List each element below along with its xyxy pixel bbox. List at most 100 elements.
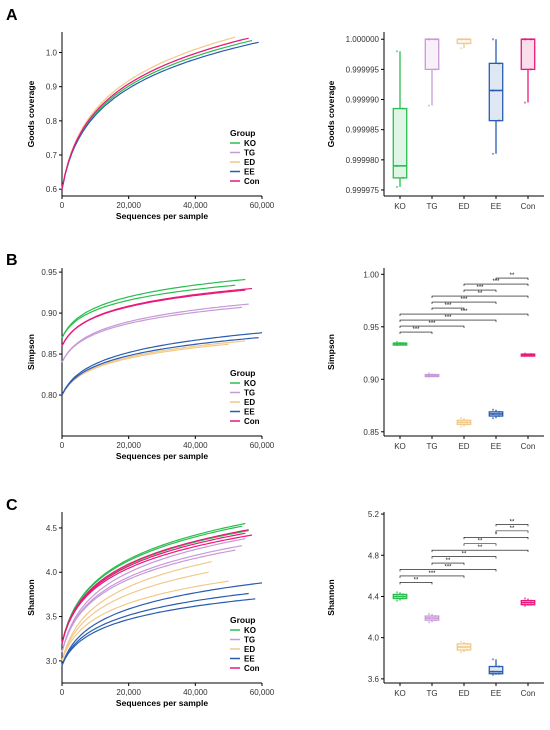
y-tick-label: 1.00 <box>363 270 379 279</box>
legend-label: EE <box>244 655 255 664</box>
significance-bracket <box>399 569 497 572</box>
jitter-point <box>395 591 399 594</box>
jitter-point <box>523 101 527 104</box>
x-tick-label: EE <box>491 202 502 211</box>
significance-label: *** <box>460 297 468 303</box>
y-tick-label: 0.90 <box>363 375 379 384</box>
significance-bracket <box>495 530 529 533</box>
jitter-point <box>497 119 501 122</box>
x-tick-label: TG <box>426 442 437 451</box>
jitter-point <box>395 595 399 598</box>
jitter-point <box>433 619 437 622</box>
rarefaction-curve <box>61 306 243 363</box>
box-body <box>520 38 536 71</box>
x-tick-label: 0 <box>60 688 65 697</box>
jitter-point <box>427 372 431 375</box>
jitter-point <box>401 593 405 596</box>
jitter-point <box>459 640 463 643</box>
rarefaction-curve <box>61 37 249 190</box>
rarefaction-curve <box>61 340 246 396</box>
jitter-point <box>401 597 405 600</box>
rarefaction-curve <box>61 39 253 190</box>
jitter-point <box>523 601 527 604</box>
jitter-point <box>427 612 431 616</box>
jitter-point <box>395 344 399 347</box>
jitter-point <box>459 38 463 41</box>
box-body <box>392 107 408 179</box>
jitter-point <box>459 650 463 654</box>
significance-label: *** <box>444 303 452 309</box>
box-body <box>488 665 504 675</box>
x-tick-label: Con <box>521 442 536 451</box>
x-tick-label: 20,000 <box>116 688 141 697</box>
jitter-point <box>459 645 463 649</box>
legend-label: EE <box>244 168 255 177</box>
jitter-point <box>491 673 495 676</box>
rarefaction-curve <box>61 545 243 653</box>
y-tick-label: 0.999995 <box>346 65 380 74</box>
y-tick-label: 0.6 <box>46 185 58 194</box>
y-tick-label: 5.2 <box>368 510 380 519</box>
jitter-point <box>459 425 463 428</box>
x-tick-label: 20,000 <box>116 441 141 450</box>
jitter-point <box>395 185 399 189</box>
jitter-point <box>465 648 469 652</box>
x-tick-label: KO <box>394 442 406 451</box>
significance-bracket <box>431 301 497 305</box>
jitter-point <box>529 38 533 41</box>
rarefaction-curve <box>61 303 249 363</box>
significance-label: *** <box>460 309 468 315</box>
jitter-point <box>465 423 469 426</box>
y-tick-label: 4.0 <box>46 568 58 577</box>
rarefaction-curve <box>61 532 246 644</box>
y-tick-label: 4.0 <box>368 634 380 643</box>
jitter-point <box>427 375 431 378</box>
significance-label: *** <box>444 315 452 321</box>
y-axis-title: Simpson <box>26 334 36 370</box>
jitter-point <box>497 410 501 413</box>
significance-bracket <box>399 331 433 335</box>
significance-bracket <box>399 319 497 323</box>
significance-label: ** <box>510 526 515 532</box>
rarefaction-curve <box>61 332 263 396</box>
legend-label: TG <box>244 389 255 398</box>
significance-bracket <box>399 575 465 578</box>
rarefaction-curve <box>61 582 263 666</box>
jitter-point <box>491 89 495 92</box>
x-tick-label: 40,000 <box>183 441 208 450</box>
y-tick-label: 0.9 <box>46 83 58 92</box>
jitter-point <box>497 665 501 668</box>
jitter-point <box>427 374 431 377</box>
jitter-point <box>459 47 463 50</box>
significance-bracket <box>431 556 497 559</box>
jitter-point <box>433 38 437 41</box>
jitter-point <box>529 68 533 71</box>
y-tick-label: 0.85 <box>41 350 57 359</box>
x-axis-title: Sequences per sample <box>116 211 208 221</box>
x-tick-label: 60,000 <box>250 441 275 450</box>
significance-label: ** <box>462 552 467 558</box>
panel-label-b: B <box>6 252 18 269</box>
significance-bracket <box>399 313 529 317</box>
y-tick-label: 1.000000 <box>346 35 380 44</box>
significance-label: *** <box>492 279 500 285</box>
jitter-point <box>491 658 495 661</box>
rarefaction-curve <box>61 598 256 666</box>
y-tick-label: 1.0 <box>46 49 58 58</box>
y-axis-title: Shannon <box>326 579 336 615</box>
jitter-point <box>491 152 495 155</box>
x-tick-label: 0 <box>60 201 65 210</box>
significance-label: ** <box>446 558 451 564</box>
significance-label: ** <box>510 519 515 525</box>
jitter-point <box>523 352 527 355</box>
significance-bracket <box>399 325 465 329</box>
jitter-point <box>491 38 495 41</box>
jitter-point <box>459 421 463 424</box>
jitter-point <box>465 642 469 645</box>
y-tick-label: 3.0 <box>46 657 58 666</box>
y-tick-label: 4.4 <box>368 592 380 601</box>
jitter-point <box>491 670 495 673</box>
jitter-point <box>529 353 533 356</box>
rarefaction-curve <box>61 284 236 338</box>
rarefaction-curve <box>61 525 243 644</box>
